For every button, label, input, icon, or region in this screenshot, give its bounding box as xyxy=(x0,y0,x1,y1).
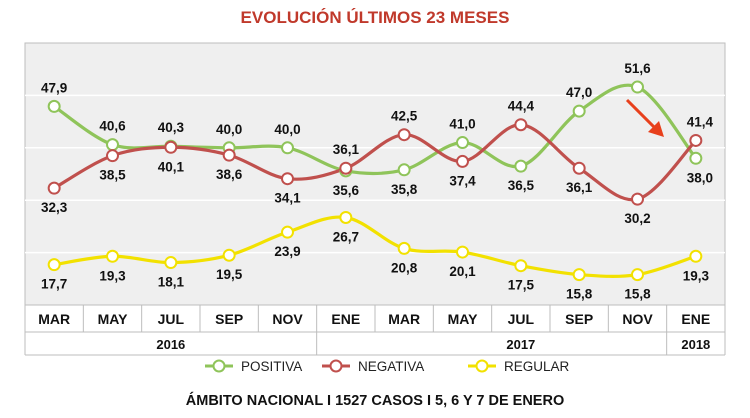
data-label: 20,1 xyxy=(449,264,476,279)
data-point-positiva xyxy=(106,138,119,152)
data-point-positiva xyxy=(456,136,469,150)
annotation-arrow xyxy=(625,98,659,132)
data-point-positiva xyxy=(514,159,528,173)
data-label: 41,4 xyxy=(687,114,714,129)
annotation-arrowhead xyxy=(648,121,664,137)
data-label: 47,9 xyxy=(41,80,67,95)
chart-footer: ÁMBITO NACIONAL I 1527 CASOS I 5, 6 Y 7 … xyxy=(185,393,565,409)
x-tick-label: MAY xyxy=(98,311,128,327)
data-label: 36,5 xyxy=(508,178,535,193)
legend-label-regular: REGULAR xyxy=(504,359,570,374)
x-year-label: 2018 xyxy=(681,337,710,352)
data-label: 35,8 xyxy=(391,182,418,197)
x-tick-label: SEP xyxy=(565,311,593,327)
data-label: 37,4 xyxy=(449,173,476,188)
chart-title: EVOLUCIÓN ÚLTIMOS 23 MESES xyxy=(240,8,510,27)
data-point-negativa xyxy=(397,128,411,142)
x-tick-label: SEP xyxy=(215,311,243,327)
data-point-negativa xyxy=(572,161,586,175)
data-label: 40,0 xyxy=(274,122,300,137)
data-label: 36,1 xyxy=(333,142,360,157)
data-point-positiva xyxy=(631,80,644,94)
x-tick-label: JUL xyxy=(158,311,185,327)
data-label: 30,2 xyxy=(624,211,650,226)
data-point-negativa xyxy=(456,154,469,168)
x-tick-label: JUL xyxy=(508,311,535,327)
data-point-regular xyxy=(514,259,528,273)
data-label: 38,0 xyxy=(687,170,713,185)
data-point-positiva xyxy=(572,104,586,118)
data-point-negativa xyxy=(47,181,61,195)
data-label: 42,5 xyxy=(391,109,418,124)
data-point-regular xyxy=(281,225,294,239)
data-label: 40,6 xyxy=(99,119,126,134)
data-label: 17,7 xyxy=(41,277,67,292)
data-label: 32,3 xyxy=(41,200,68,215)
data-point-negativa xyxy=(514,118,528,132)
x-tick-label: MAR xyxy=(388,311,420,327)
data-point-regular xyxy=(456,245,469,259)
legend-marker-regular xyxy=(475,359,489,373)
legend-label-positiva: POSITIVA xyxy=(241,359,302,374)
data-label: 40,0 xyxy=(216,122,242,137)
data-label: 38,5 xyxy=(99,168,126,183)
data-label: 41,0 xyxy=(449,117,475,132)
data-label: 20,8 xyxy=(391,260,418,275)
data-point-regular xyxy=(339,210,353,224)
data-label: 40,3 xyxy=(158,120,185,135)
data-label: 19,3 xyxy=(99,268,126,283)
data-label: 26,7 xyxy=(333,229,359,244)
data-point-positiva xyxy=(47,99,61,113)
data-point-regular xyxy=(47,258,61,272)
data-label: 35,6 xyxy=(333,183,360,198)
data-point-negativa xyxy=(689,133,703,147)
data-point-regular xyxy=(689,249,703,263)
data-point-regular xyxy=(164,256,178,270)
data-label: 47,0 xyxy=(566,85,592,100)
data-label: 17,5 xyxy=(508,278,535,293)
data-label: 18,1 xyxy=(158,275,185,290)
data-point-positiva xyxy=(689,151,703,165)
data-point-positiva xyxy=(397,163,411,177)
data-label: 15,8 xyxy=(566,287,593,302)
legend-label-negativa: NEGATIVA xyxy=(358,359,424,374)
data-point-regular xyxy=(106,249,119,263)
data-label: 34,1 xyxy=(274,191,301,206)
data-label: 15,8 xyxy=(624,287,651,302)
data-point-regular xyxy=(397,241,411,255)
data-label: 44,4 xyxy=(508,99,535,114)
data-point-positiva xyxy=(281,141,294,155)
data-label: 40,1 xyxy=(158,159,185,174)
data-point-negativa xyxy=(106,149,119,163)
data-label: 19,5 xyxy=(216,267,243,282)
data-label: 23,9 xyxy=(274,244,300,259)
data-label: 19,3 xyxy=(683,268,710,283)
data-point-negativa xyxy=(631,192,644,206)
data-label: 36,1 xyxy=(566,180,593,195)
x-tick-label: ENE xyxy=(331,311,360,327)
data-point-regular xyxy=(572,268,586,282)
legend-marker-positiva xyxy=(212,359,226,373)
x-year-label: 2017 xyxy=(506,337,535,352)
x-tick-label: NOV xyxy=(622,311,653,327)
data-label: 51,6 xyxy=(624,61,651,76)
data-point-negativa xyxy=(339,161,353,175)
data-label: 38,6 xyxy=(216,167,243,182)
x-year-label: 2016 xyxy=(156,337,185,352)
x-tick-label: ENE xyxy=(681,311,710,327)
data-point-negativa xyxy=(281,172,294,186)
x-tick-label: NOV xyxy=(272,311,303,327)
data-point-regular xyxy=(631,268,644,282)
x-tick-label: MAR xyxy=(38,311,70,327)
data-point-negativa xyxy=(164,140,178,154)
data-point-regular xyxy=(222,248,236,262)
x-tick-label: MAY xyxy=(448,311,478,327)
data-point-negativa xyxy=(222,148,236,162)
legend-marker-negativa xyxy=(329,359,343,373)
